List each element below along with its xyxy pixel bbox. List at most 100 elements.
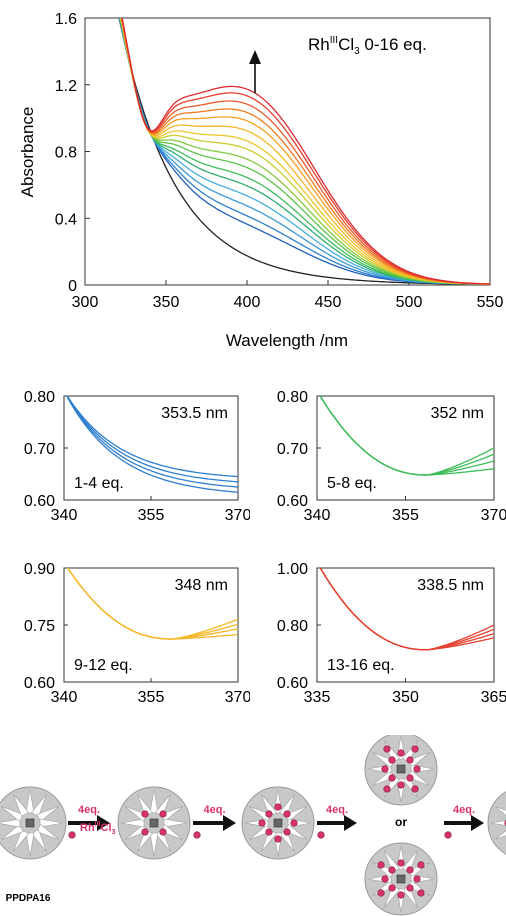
rhodium-atom [265, 828, 273, 836]
spectrum-line-10-eq [120, 18, 490, 285]
reagent-metal-icon [444, 831, 452, 839]
inset-y-tick-label: 0.90 [24, 561, 55, 578]
inset-y-tick-label: 0.60 [277, 675, 308, 692]
spectrum-line-8-eq [119, 18, 490, 285]
rhodium-atom [159, 810, 167, 818]
spectrum-line-0-eq [118, 18, 490, 285]
spectrum-line-5-eq [119, 18, 490, 285]
inset-series-line-4 [319, 396, 494, 476]
rhodium-atom [274, 803, 282, 811]
inset-series-line-3 [66, 396, 238, 483]
reaction-arrow-3: 4eq. [317, 804, 357, 839]
rhodium-atom [383, 745, 391, 753]
spectrum-line-14-eq [121, 18, 490, 285]
inset-x-tick-label: 350 [392, 689, 419, 706]
complexation-scheme: 4eq. 4eq. 4eq. 4eq. PPDPA16 RhIIICl3 or [0, 735, 506, 916]
reaction-arrow-2: 4eq. [193, 804, 236, 839]
inset-y-tick-label: 1.00 [277, 561, 308, 578]
step-label: 4eq. [326, 804, 348, 816]
inset-series-line-2 [66, 396, 238, 488]
rhodium-atom [381, 875, 389, 883]
rhodium-atom [377, 861, 385, 869]
step-label: 4eq. [78, 804, 100, 816]
main-y-tick-label: 0.8 [55, 145, 77, 162]
rhodium-atom [406, 866, 414, 874]
inset-x-tick-label: 335 [304, 689, 331, 706]
spectrum-line-3-eq [118, 18, 490, 285]
dendrimer-disc [241, 786, 315, 860]
rhodium-atom [377, 889, 385, 897]
spectrum-line-4-eq [119, 18, 490, 285]
inset-x-tick-label: 370 [225, 507, 250, 524]
rhodium-atom [388, 756, 396, 764]
rhodium-atom [290, 819, 298, 827]
increase-arrow [249, 50, 261, 93]
dendrimer-disc [117, 786, 191, 860]
reagent-metal-icon [193, 831, 201, 839]
rhodium-atom [413, 765, 421, 773]
inset-eq-label: 9-12 eq. [74, 657, 133, 674]
inset-y-tick-label: 0.60 [24, 493, 55, 510]
rhodium-atom [406, 884, 414, 892]
spectrum-line-15-eq [121, 18, 490, 285]
inset-y-tick-label: 0.80 [24, 389, 55, 406]
rhodium-atom [397, 859, 405, 867]
rhodium-atom [283, 810, 291, 818]
inset-x-tick-label: 370 [481, 507, 506, 524]
rhodium-atom [141, 828, 149, 836]
main-x-tick-label: 400 [234, 294, 261, 311]
dendrimer-disc [364, 842, 438, 916]
inset-y-tick-label: 0.70 [277, 441, 308, 458]
inset-series-line-2 [319, 396, 494, 476]
inset-series-line-3 [319, 396, 494, 476]
inset-x-tick-label: 355 [138, 507, 165, 524]
inset-x-tick-label: 370 [225, 689, 250, 706]
rhodium-atom [411, 785, 419, 793]
reaction-arrow-4: 4eq. [444, 804, 484, 839]
main-y-tick-label: 1.2 [55, 78, 77, 95]
rhodium-atom [411, 745, 419, 753]
dendrimer-disc [364, 735, 438, 806]
main-spectrum-chart: 0 0.4 0.8 1.2 1.6 300 350 400 450 500 550 Absorban… [18, 11, 503, 350]
dendrimer-disc [0, 786, 67, 860]
inset-isosbestic-label: 352 nm [431, 405, 484, 422]
rhodium-atom [383, 785, 391, 793]
inset-chart-2: 0.60 0.70 0.80 340 355 370 5-8 eq. 352 nm [277, 389, 506, 524]
main-x-tick-label: 500 [396, 294, 423, 311]
inset-chart-4: 0.60 0.80 1.00 335 350 365 13-16 eq. 338.5 nm [277, 561, 506, 706]
inset-series-line-1 [66, 396, 238, 493]
rhodium-atom [283, 828, 291, 836]
main-x-tick-label: 300 [72, 294, 99, 311]
rhodium-atom [397, 891, 405, 899]
inset-series-line-1 [66, 568, 238, 640]
spectrum-line-9-eq [119, 18, 490, 285]
inset-series-line-4 [66, 396, 238, 478]
rhodium-atom [388, 774, 396, 782]
rhodium-atom [417, 889, 425, 897]
rhodium-atom [274, 835, 282, 843]
inset-x-tick-label: 340 [51, 689, 78, 706]
inset-y-tick-label: 0.80 [277, 618, 308, 635]
inset-chart-3: 0.60 0.75 0.90 340 355 370 9-12 eq. 348 nm [24, 561, 250, 706]
rhodium-atom [141, 810, 149, 818]
rhodium-atom [258, 819, 266, 827]
main-x-tick-label: 350 [153, 294, 180, 311]
rhodium-atom [397, 781, 405, 789]
spectrum-line-16-eq [121, 18, 490, 285]
spectrum-line-13-eq [120, 18, 490, 285]
inset-isosbestic-label: 353.5 nm [161, 405, 228, 422]
inset-series-line-2 [66, 568, 238, 640]
main-plot-frame [84, 17, 491, 286]
scheme-start-label: PPDPA16 [6, 893, 51, 904]
step-label: 4eq. [453, 804, 475, 816]
main-y-tick-label: 1.6 [55, 11, 77, 28]
inset-series-line-1 [319, 396, 494, 476]
inset-series-line-4 [66, 568, 238, 640]
inset-isosbestic-label: 338.5 nm [417, 577, 484, 594]
inset-y-tick-label: 0.75 [24, 618, 55, 635]
inset-y-tick-label: 0.60 [277, 493, 308, 510]
spectrum-line-2-eq [118, 18, 490, 285]
rhodium-atom [388, 884, 396, 892]
inset-x-tick-label: 340 [304, 507, 331, 524]
reagent-metal-icon [68, 831, 76, 839]
